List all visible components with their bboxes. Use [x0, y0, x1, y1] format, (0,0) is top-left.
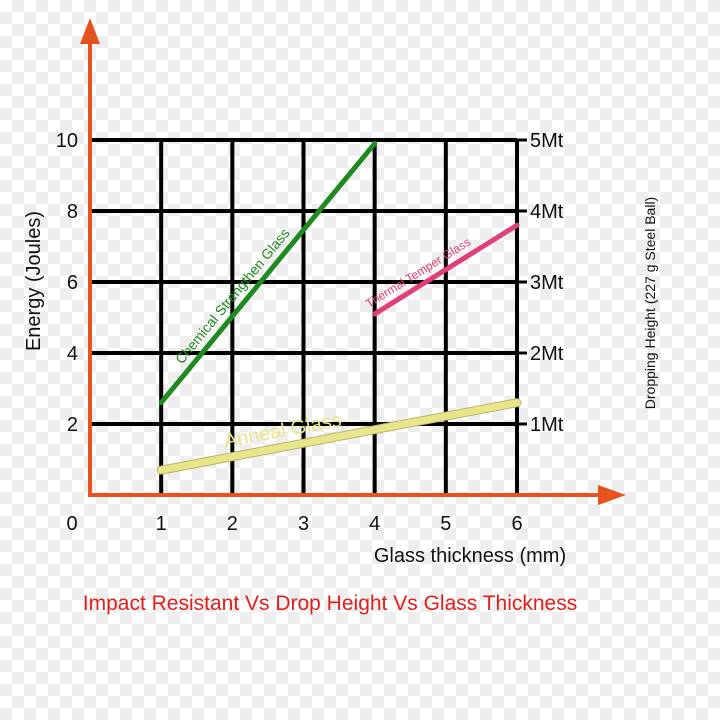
x-tick-label: 5 [440, 513, 451, 535]
tick-labels: 1 2 3 4 5 6 2 4 6 8 10 1Mt 2Mt 3Mt 4Mt 5Mt [56, 130, 564, 535]
y2-tick-label: 3Mt [530, 272, 564, 294]
y-axis-arrow [80, 18, 100, 44]
y-tick-label: 8 [67, 201, 78, 223]
series: Chemical Strengthen Glass Thermal Temper … [156, 141, 522, 475]
y-tick-label: 6 [67, 272, 78, 294]
x-tick-label: 1 [156, 513, 167, 535]
y2-tick-label: 1Mt [530, 414, 564, 436]
axes [80, 18, 626, 505]
y2-axis-title: Dropping Height (227 g Steel Ball) [642, 197, 658, 409]
x-tick-label: 4 [369, 513, 380, 535]
x-tick-label: 6 [511, 513, 522, 535]
y2-tick-label: 2Mt [530, 343, 564, 365]
y2-tick-label: 5Mt [530, 130, 564, 152]
series-line [372, 222, 520, 317]
y-axis-title: Energy (Joules) [23, 211, 45, 351]
x-tick-label: 2 [227, 513, 238, 535]
grid [90, 138, 519, 495]
y-tick-label: 4 [67, 343, 78, 365]
series-line [158, 141, 378, 406]
x-tick-label: 3 [298, 513, 309, 535]
y2-tick-label: 4Mt [530, 201, 564, 223]
x-axis-title: Glass thickness (mm) [374, 545, 566, 567]
series-label: Thermal Temper Glass [363, 235, 473, 311]
origin-label: 0 [66, 513, 77, 535]
y-tick-label: 10 [56, 130, 78, 152]
y-tick-label: 2 [67, 414, 78, 436]
chart-title: Impact Resistant Vs Drop Height Vs Glass… [82, 592, 578, 615]
series-line [157, 399, 521, 474]
x-axis-arrow [598, 485, 626, 505]
